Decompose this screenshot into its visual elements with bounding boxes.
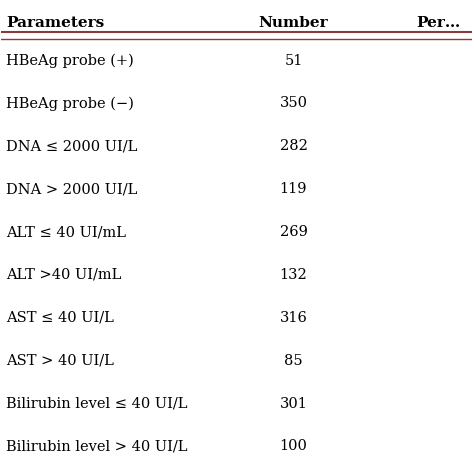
Text: Bilirubin level > 40 UI/L: Bilirubin level > 40 UI/L	[6, 439, 188, 454]
Text: 100: 100	[280, 439, 307, 454]
Text: 85: 85	[284, 354, 303, 368]
Text: Bilirubin level ≤ 40 UI/L: Bilirubin level ≤ 40 UI/L	[6, 397, 188, 410]
Text: 282: 282	[280, 139, 307, 153]
Text: 350: 350	[280, 96, 308, 110]
Text: Per…: Per…	[416, 16, 460, 29]
Text: 119: 119	[280, 182, 307, 196]
Text: HBeAg probe (+): HBeAg probe (+)	[6, 54, 134, 68]
Text: Parameters: Parameters	[6, 16, 104, 29]
Text: 132: 132	[280, 268, 307, 282]
Text: AST > 40 UI/L: AST > 40 UI/L	[6, 354, 114, 368]
Text: ALT >40 UI/mL: ALT >40 UI/mL	[6, 268, 121, 282]
Text: DNA ≤ 2000 UI/L: DNA ≤ 2000 UI/L	[6, 139, 137, 153]
Text: DNA > 2000 UI/L: DNA > 2000 UI/L	[6, 182, 137, 196]
Text: Number: Number	[259, 16, 328, 29]
Text: ALT ≤ 40 UI/mL: ALT ≤ 40 UI/mL	[6, 225, 126, 239]
Text: HBeAg probe (−): HBeAg probe (−)	[6, 96, 134, 110]
Text: 301: 301	[280, 397, 307, 410]
Text: 51: 51	[284, 54, 302, 67]
Text: 269: 269	[280, 225, 307, 239]
Text: AST ≤ 40 UI/L: AST ≤ 40 UI/L	[6, 311, 114, 325]
Text: 316: 316	[280, 311, 307, 325]
